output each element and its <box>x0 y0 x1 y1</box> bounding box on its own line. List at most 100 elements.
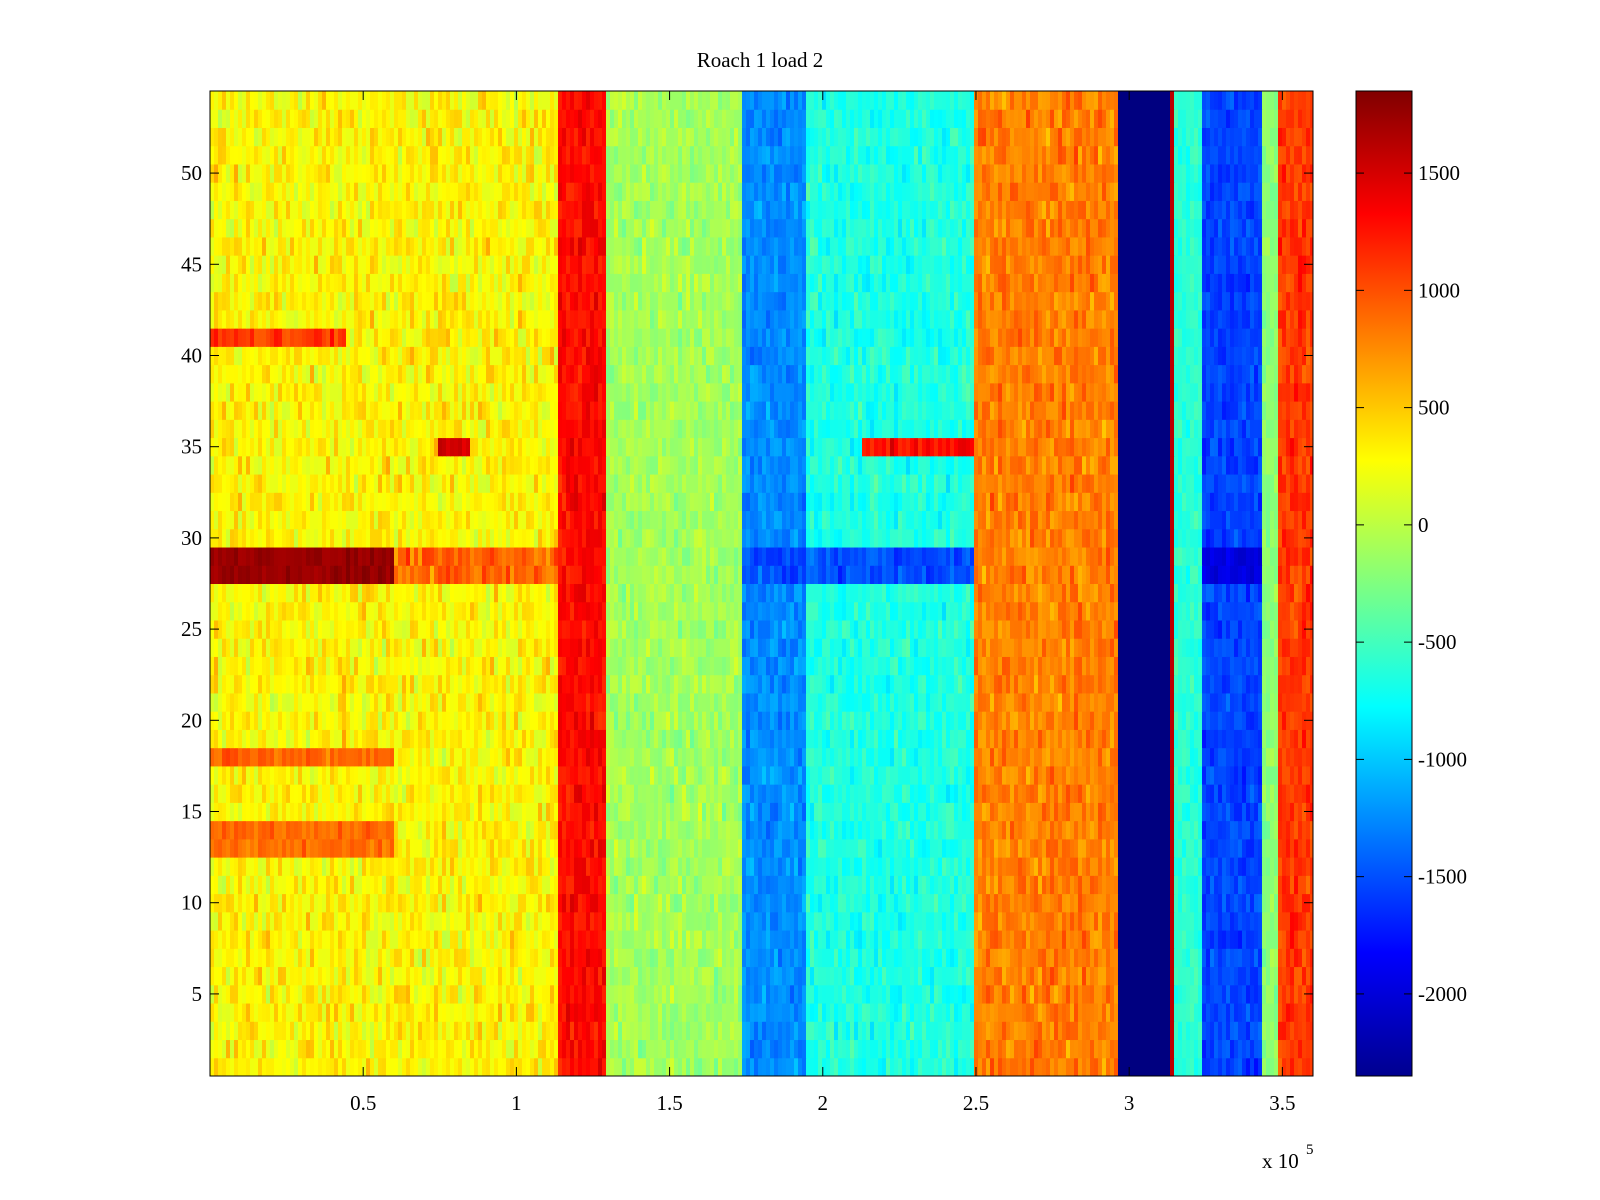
heatmap-cell <box>1298 894 1303 913</box>
heatmap-cell <box>1234 839 1239 858</box>
heatmap-cell <box>322 857 327 876</box>
heatmap-cell <box>858 985 863 1004</box>
heatmap-cell <box>430 967 435 986</box>
heatmap-cell <box>274 1021 279 1040</box>
heatmap-cell <box>1282 985 1287 1004</box>
heatmap-cell <box>1086 802 1091 821</box>
heatmap-cell <box>878 1003 883 1022</box>
heatmap-cell <box>1070 875 1075 894</box>
heatmap-cell <box>494 857 499 876</box>
heatmap-cell <box>1146 930 1151 949</box>
heatmap-cell <box>450 875 455 894</box>
heatmap-cell <box>250 784 255 803</box>
heatmap-cell <box>458 1040 463 1059</box>
heatmap-cell <box>410 948 415 967</box>
heatmap-cell <box>698 1040 703 1059</box>
heatmap-cell <box>642 875 647 894</box>
heatmap-cell <box>726 839 731 858</box>
heatmap-cell <box>622 912 627 931</box>
heatmap-cell <box>858 1021 863 1040</box>
heatmap-cell <box>714 912 719 931</box>
heatmap-cell <box>246 894 251 913</box>
heatmap-cell <box>602 912 607 931</box>
heatmap-cell <box>1014 839 1019 858</box>
heatmap-cell <box>1158 912 1163 931</box>
heatmap-cell <box>1014 948 1019 967</box>
heatmap-cell <box>234 894 239 913</box>
heatmap-cell <box>1262 912 1267 931</box>
heatmap-cell <box>686 930 691 949</box>
heatmap-cell <box>854 748 859 767</box>
heatmap-cell <box>846 766 851 785</box>
heatmap-cell <box>1170 821 1175 840</box>
heatmap-cell <box>618 1021 623 1040</box>
heatmap-cell <box>1002 894 1007 913</box>
heatmap-cell <box>770 821 775 840</box>
heatmap-cell <box>370 875 375 894</box>
heatmap-cell <box>1306 1040 1311 1059</box>
heatmap-cell <box>506 1058 511 1077</box>
heatmap-cell <box>242 748 247 767</box>
heatmap-cell <box>666 875 671 894</box>
heatmap-cell <box>890 985 895 1004</box>
heatmap-cell <box>818 948 823 967</box>
heatmap-cell <box>1254 1040 1259 1059</box>
heatmap-cell <box>1134 1058 1139 1077</box>
heatmap-cell <box>806 1058 811 1077</box>
heatmap-cell <box>710 930 715 949</box>
heatmap-cell <box>734 821 739 840</box>
heatmap-cell <box>210 857 215 876</box>
heatmap-cell <box>434 821 439 840</box>
heatmap-cell <box>426 875 431 894</box>
heatmap-cell <box>1122 1058 1127 1077</box>
heatmap-cell <box>1206 1058 1211 1077</box>
heatmap-cell <box>390 1003 395 1022</box>
heatmap-cell <box>534 930 539 949</box>
heatmap-cell <box>870 912 875 931</box>
heatmap-cell <box>818 802 823 821</box>
heatmap-cell <box>466 839 471 858</box>
heatmap-cell <box>1178 875 1183 894</box>
heatmap-cell <box>578 985 583 1004</box>
heatmap-cell <box>426 748 431 767</box>
heatmap-cell <box>478 894 483 913</box>
heatmap-cell <box>1034 967 1039 986</box>
heatmap-cell <box>498 1058 503 1077</box>
heatmap-cell <box>1258 875 1263 894</box>
heatmap-cell <box>498 875 503 894</box>
heatmap-cell <box>1046 1040 1051 1059</box>
heatmap-cell <box>926 912 931 931</box>
heatmap-cell <box>1182 1040 1187 1059</box>
heatmap-cell <box>262 930 267 949</box>
heatmap-cell <box>242 1058 247 1077</box>
heatmap-cell <box>1042 839 1047 858</box>
heatmap-cell <box>626 802 631 821</box>
heatmap-cell <box>494 948 499 967</box>
heatmap-cell <box>1158 1058 1163 1077</box>
heatmap-cell <box>1226 894 1231 913</box>
heatmap-cell <box>706 875 711 894</box>
heatmap-cell <box>670 1058 675 1077</box>
heatmap-cell <box>998 784 1003 803</box>
heatmap-cell <box>726 1003 731 1022</box>
heatmap-cell <box>306 784 311 803</box>
heatmap-cell <box>1270 985 1275 1004</box>
heatmap-cell <box>1054 857 1059 876</box>
heatmap-cell <box>726 1021 731 1040</box>
heatmap-cell <box>750 894 755 913</box>
heatmap-cell <box>1238 784 1243 803</box>
heatmap-cell <box>894 912 899 931</box>
heatmap-cell <box>326 748 331 767</box>
heatmap-cell <box>558 985 563 1004</box>
heatmap-cell <box>402 967 407 986</box>
heatmap-cell <box>1018 1003 1023 1022</box>
heatmap-cell <box>530 967 535 986</box>
heatmap-cell <box>1178 1021 1183 1040</box>
heatmap-cell <box>1202 839 1207 858</box>
heatmap-cell <box>270 875 275 894</box>
heatmap-cell <box>294 930 299 949</box>
heatmap-cell <box>494 839 499 858</box>
heatmap-cell <box>362 967 367 986</box>
heatmap-cell <box>294 729 299 748</box>
heatmap-cell <box>382 948 387 967</box>
